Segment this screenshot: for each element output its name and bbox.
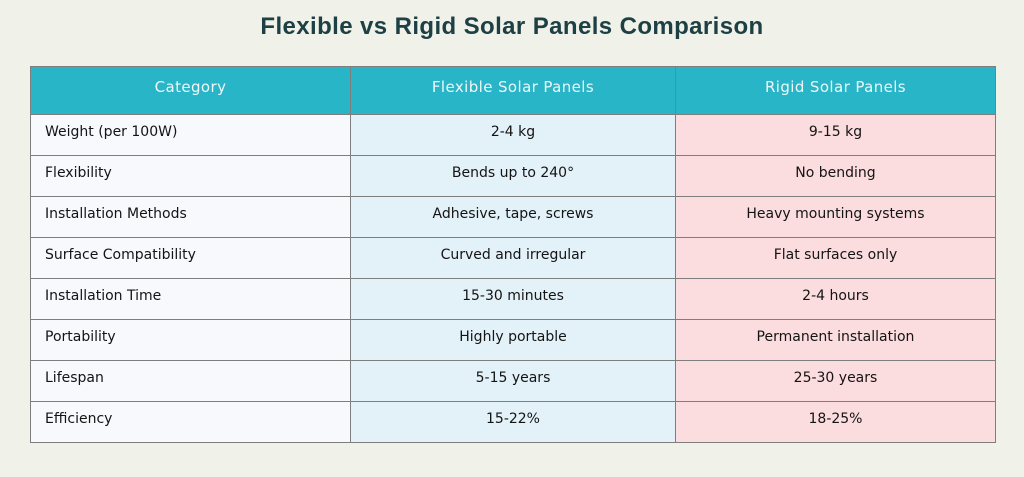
column-header-flexible: Flexible Solar Panels xyxy=(350,66,676,115)
comparison-table-container: Category Flexible Solar Panels Rigid Sol… xyxy=(30,66,996,443)
table-row-installation-methods: Installation Methods Adhesive, tape, scr… xyxy=(30,196,996,238)
flexible-value-cell: 15-22% xyxy=(350,401,676,443)
table-row-flexibility: Flexibility Bends up to 240° No bending xyxy=(30,155,996,197)
flexible-value-cell: 2-4 kg xyxy=(350,114,676,156)
table-row-portability: Portability Highly portable Permanent in… xyxy=(30,319,996,361)
rigid-value-cell: Heavy mounting systems xyxy=(675,196,996,238)
column-header-category: Category xyxy=(30,66,351,115)
comparison-table: Category Flexible Solar Panels Rigid Sol… xyxy=(30,66,996,443)
page-title: Flexible vs Rigid Solar Panels Compariso… xyxy=(260,13,764,40)
category-cell: Portability xyxy=(30,319,351,361)
category-cell: Installation Time xyxy=(30,278,351,320)
table-row-efficiency: Efficiency 15-22% 18-25% xyxy=(30,401,996,443)
rigid-value-cell: Flat surfaces only xyxy=(675,237,996,279)
rigid-value-cell: No bending xyxy=(675,155,996,197)
rigid-value-cell: 25-30 years xyxy=(675,360,996,402)
category-cell: Surface Compatibility xyxy=(30,237,351,279)
category-cell: Installation Methods xyxy=(30,196,351,238)
flexible-value-cell: Highly portable xyxy=(350,319,676,361)
rigid-value-cell: 9-15 kg xyxy=(675,114,996,156)
category-cell: Efficiency xyxy=(30,401,351,443)
flexible-value-cell: Adhesive, tape, screws xyxy=(350,196,676,238)
flexible-value-cell: 5-15 years xyxy=(350,360,676,402)
rigid-value-cell: 2-4 hours xyxy=(675,278,996,320)
category-cell: Weight (per 100W) xyxy=(30,114,351,156)
flexible-value-cell: 15-30 minutes xyxy=(350,278,676,320)
table-row-installation-time: Installation Time 15-30 minutes 2-4 hour… xyxy=(30,278,996,320)
column-header-rigid: Rigid Solar Panels xyxy=(675,66,996,115)
table-row-lifespan: Lifespan 5-15 years 25-30 years xyxy=(30,360,996,402)
category-cell: Flexibility xyxy=(30,155,351,197)
category-cell: Lifespan xyxy=(30,360,351,402)
flexible-value-cell: Bends up to 240° xyxy=(350,155,676,197)
table-row-surface-compatibility: Surface Compatibility Curved and irregul… xyxy=(30,237,996,279)
header-row: Category Flexible Solar Panels Rigid Sol… xyxy=(30,66,996,115)
flexible-value-cell: Curved and irregular xyxy=(350,237,676,279)
rigid-value-cell: 18-25% xyxy=(675,401,996,443)
table-row-weight: Weight (per 100W) 2-4 kg 9-15 kg xyxy=(30,114,996,156)
rigid-value-cell: Permanent installation xyxy=(675,319,996,361)
